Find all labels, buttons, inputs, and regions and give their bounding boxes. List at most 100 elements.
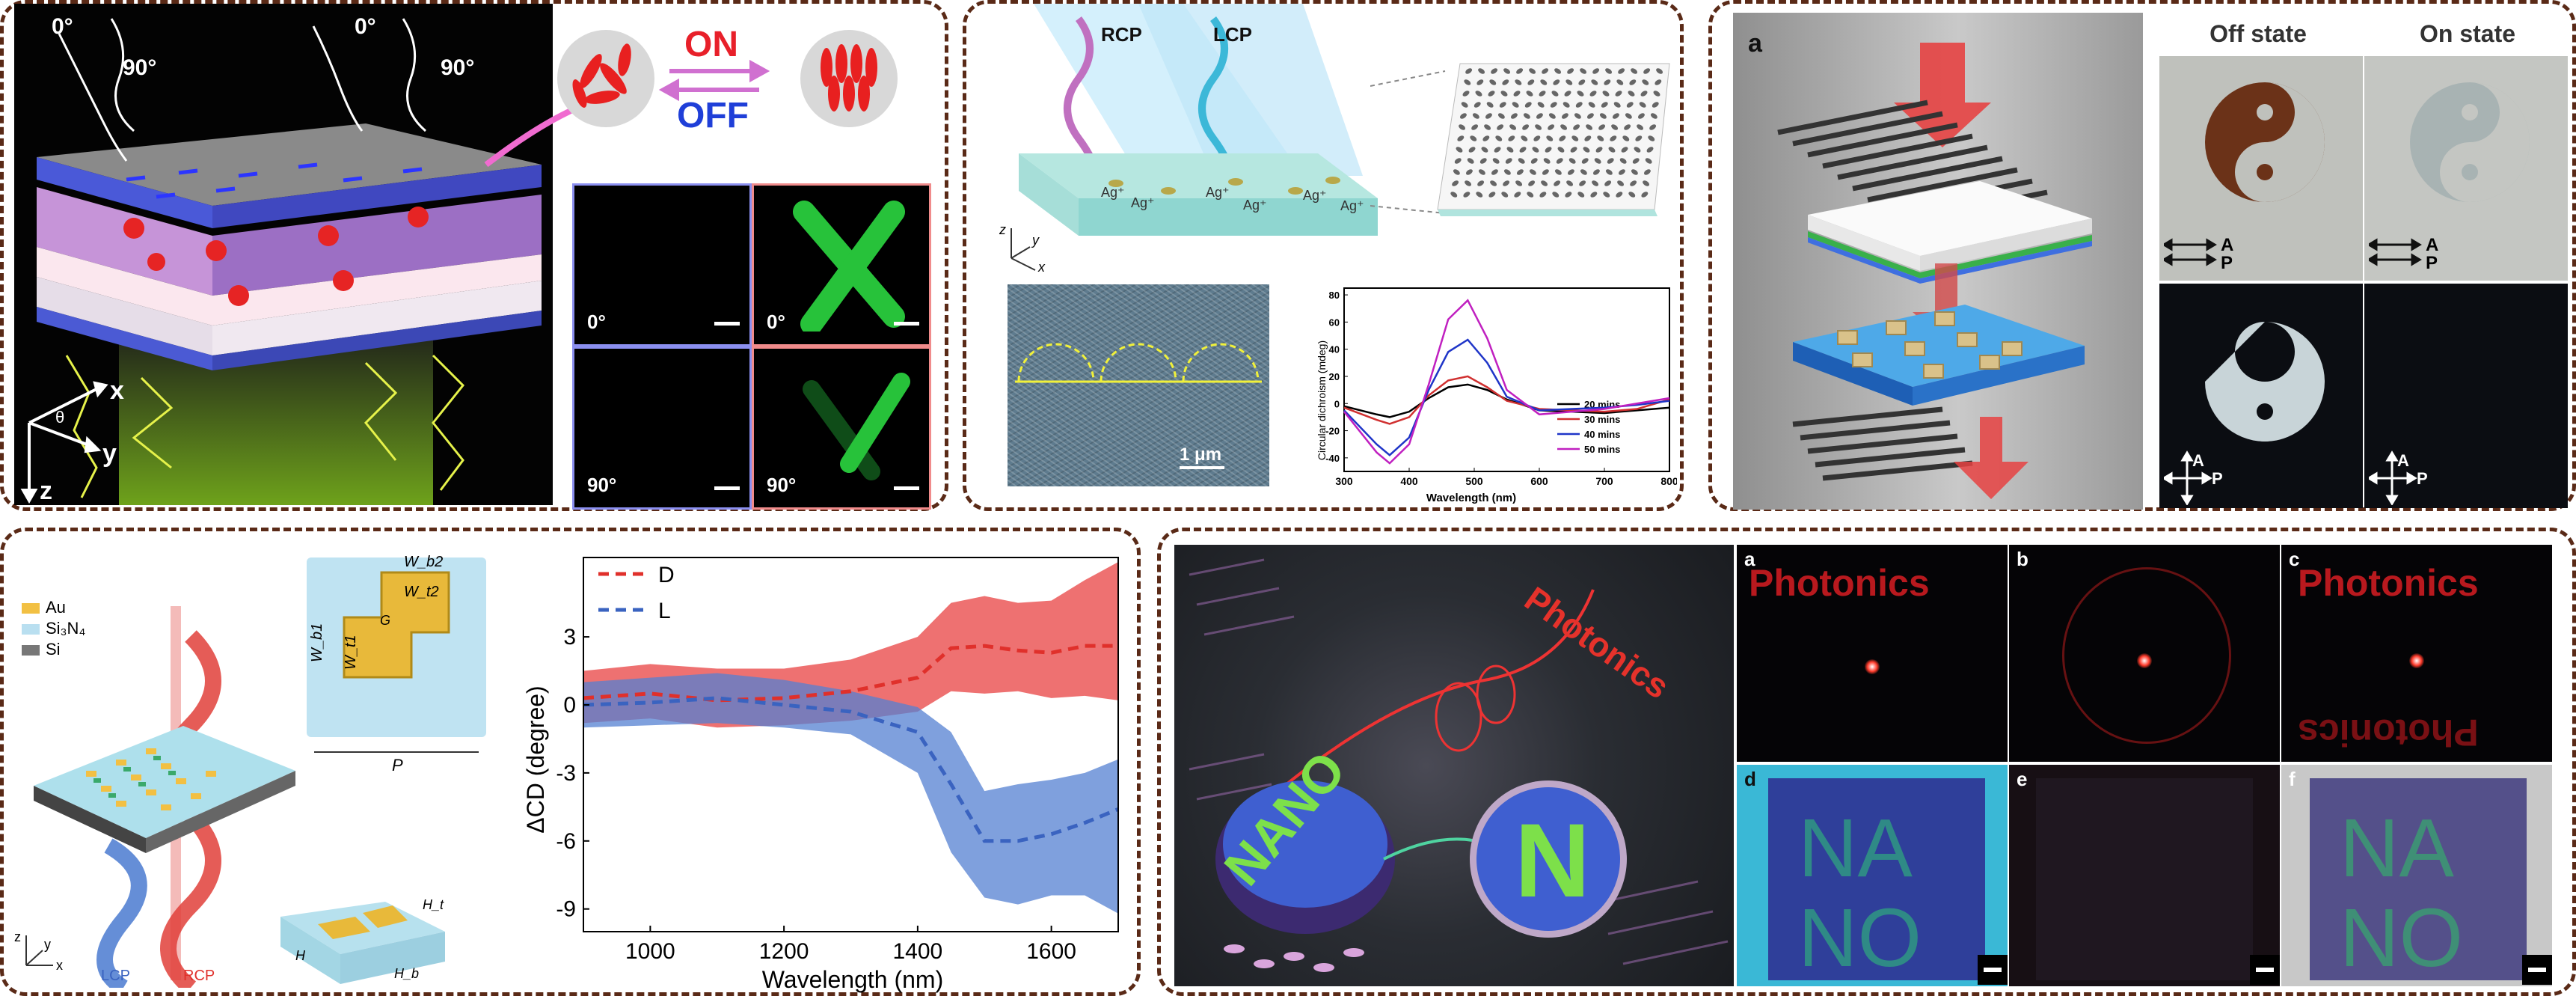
y-tick-label: -6 — [556, 829, 576, 854]
sem-overlay: 1 μm — [1015, 343, 1262, 469]
lcp-label: LCP — [1213, 23, 1252, 46]
zero-order-spot — [2409, 653, 2424, 668]
optical-stack-schematic: a — [1748, 29, 2092, 499]
y-axis-label: Circular dichroism (mdeg) — [1316, 340, 1328, 460]
axis-x-label: x — [1037, 260, 1046, 273]
polarizer-parallel-icon: A P — [2369, 235, 2438, 273]
plot-area — [1343, 287, 1670, 472]
lcp-label: LCP — [101, 968, 130, 984]
legend-label: L — [658, 599, 671, 623]
photonics-hologram: Photonics — [1518, 579, 1676, 706]
x-tick-label: 1200 — [759, 939, 809, 964]
sample-f-pattern — [2310, 778, 2527, 980]
analyzer-label: A — [2221, 235, 2233, 255]
yin-yang-faint — [2410, 82, 2530, 202]
sample-d-pattern — [1768, 778, 1985, 980]
polarizer-parallel-icon: A P — [2164, 235, 2233, 273]
axis-z-label: z — [14, 929, 21, 944]
ag-ion-1: Ag⁺ — [1101, 185, 1125, 200]
series-line — [1343, 299, 1670, 465]
zero-order-spot — [1865, 659, 1880, 674]
legend-label: D — [658, 563, 675, 587]
no-text-f: NO — [2340, 892, 2463, 984]
y-tick-label: -3 — [556, 761, 576, 786]
polarizer-label: P — [2212, 469, 2223, 488]
lc-metasurface-schematic: 0° 90° 0° 90° x y z θ — [14, 4, 553, 505]
micro-label-3: 0° — [767, 311, 785, 333]
dim-p: P — [392, 756, 403, 775]
no-text-d: NO — [1798, 892, 1922, 984]
x-tick-label: 300 — [1335, 475, 1353, 487]
angle-label-2: 90° — [123, 55, 156, 80]
sem-image — [1008, 284, 1269, 486]
top-layer — [37, 123, 542, 206]
micrograph-90-blank — [572, 346, 752, 510]
ag-ion-4: Ag⁺ — [1243, 198, 1267, 213]
y-tick-label: -9 — [556, 897, 576, 922]
zoom-lines — [1370, 70, 1446, 214]
scale-box — [2522, 955, 2552, 985]
x-axis-label: Wavelength (nm) — [762, 966, 943, 993]
tag-c: c — [2289, 548, 2300, 570]
micro-label-1: 0° — [587, 311, 606, 333]
angle-label-1: 0° — [52, 14, 73, 39]
scale-bar — [894, 486, 919, 490]
series-line — [1343, 383, 1670, 418]
on-label: ON — [684, 25, 738, 64]
x-tick-label: 400 — [1400, 475, 1418, 487]
tag-d: d — [1744, 768, 1756, 790]
x-tick-label: 1000 — [625, 939, 675, 964]
angle-label-3: 0° — [355, 14, 376, 39]
series-line — [583, 696, 1119, 843]
cd-spectrum-chart: Wavelength (nm) Circular dichroism (mdeg… — [1316, 287, 1677, 504]
nanoparticle-array — [1437, 63, 1670, 216]
micro-label-2: 90° — [587, 474, 617, 496]
dim-wt1: W_t1 — [343, 635, 359, 670]
dim-wb2: W_b2 — [404, 554, 443, 570]
y-tick-label: -40 — [1325, 453, 1340, 464]
ag-ion-5: Ag⁺ — [1303, 188, 1327, 203]
polarizer-label: P — [2221, 253, 2233, 273]
tag-a: a — [1744, 548, 1755, 570]
ag-ion-3: Ag⁺ — [1206, 185, 1230, 200]
ag-ion-2: Ag⁺ — [1131, 195, 1155, 210]
micrograph-0-blank — [572, 183, 752, 346]
axis-y-label: y — [102, 439, 117, 468]
photonics-c: Photonics — [2298, 562, 2479, 604]
legend-au: Au — [46, 598, 66, 617]
y-axis-label: ΔCD (degree) — [522, 685, 549, 833]
error-band — [583, 673, 1118, 914]
unit-cell-diagram: W_b2 W_t2 G W_b1 W_t1 P — [307, 554, 486, 775]
transmitted-waves — [65, 354, 465, 498]
n-letter: N — [1515, 801, 1590, 919]
y-tick-label: 3 — [563, 625, 576, 650]
legend-si3n4: Si₃N₄ — [46, 619, 85, 638]
dim-hb: H_b — [394, 966, 419, 981]
scale-bar — [894, 322, 919, 326]
y-tick-label: 0 — [1334, 398, 1340, 409]
x-tick-label: 700 — [1595, 475, 1613, 487]
panel-3-frame: a Off state On state — [1708, 0, 2576, 511]
legend-label: 30 mins — [1584, 414, 1620, 425]
x-tick-label: 1600 — [1026, 939, 1076, 964]
tag-b: b — [2017, 548, 2028, 570]
scale-bar-label: 1 μm — [1180, 444, 1221, 465]
analyzer-label: A — [2192, 451, 2204, 470]
scale-box — [1978, 955, 2008, 985]
dim-g: G — [380, 613, 390, 628]
legend-label: 40 mins — [1584, 429, 1620, 440]
panel-1-frame: 0° 90° 0° 90° x y z θ ON OFF — [0, 0, 948, 511]
plot-area — [583, 557, 1119, 932]
holography-schematic: Photonics NANO N — [1189, 558, 1729, 972]
unit-cell-3d: H_t H H_b — [280, 897, 445, 984]
zoom-disk — [1476, 787, 1620, 931]
chiral-growth-schematic: RCP LCP Ag⁺ Ag⁺ Ag⁺ Ag⁺ Ag⁺ Ag⁺ z y x — [999, 4, 1378, 273]
polarizer-crossed-icon: A P — [2369, 450, 2428, 505]
tag-f: f — [2289, 768, 2296, 790]
scale-bar — [714, 322, 740, 326]
axis-z-label: z — [40, 477, 52, 505]
nano-disk — [1223, 780, 1387, 908]
switch-diagram: ON OFF — [484, 25, 898, 168]
axis-y-label: y — [44, 937, 51, 952]
legend-label: 50 mins — [1584, 444, 1620, 455]
